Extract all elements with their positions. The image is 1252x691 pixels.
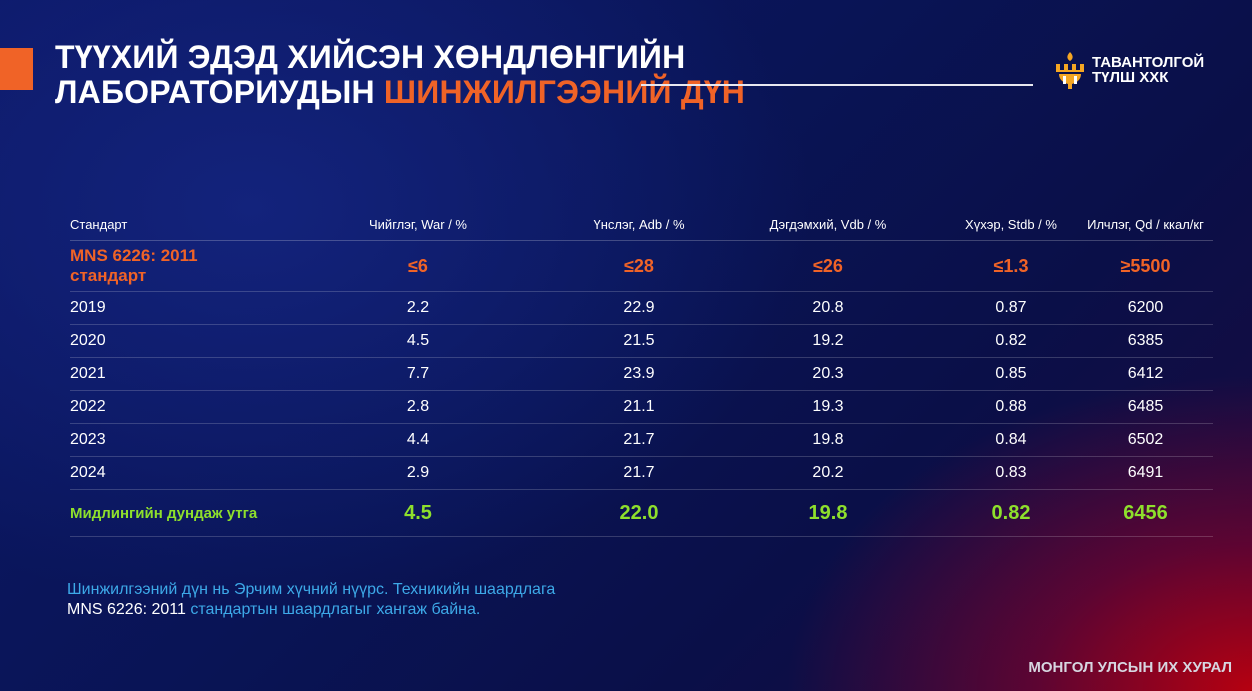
title-line-2-accent: ШИНЖИЛГЭЭНИЙ ДҮН: [383, 74, 746, 110]
lab-results-table: Стандарт Чийглэг, War / % Үнслэг, Adb / …: [70, 208, 1213, 537]
cell-volatile: 19.3: [712, 390, 944, 424]
logo-line-1: ТАВАНТОЛГОЙ: [1092, 54, 1205, 71]
table-row: 2023 4.4 21.7 19.8 0.84 6502: [70, 423, 1213, 457]
note-standard-code: MNS 6226: 2011: [67, 601, 186, 618]
cell-year: 2023: [70, 423, 270, 457]
cell-volatile: 20.3: [712, 357, 944, 391]
cell-volatile: 20.2: [712, 456, 944, 490]
logo-line-2: ТҮЛШ ХХК: [1092, 69, 1169, 86]
standard-label: MNS 6226: 2011 стандарт: [70, 240, 270, 292]
cell-year: 2021: [70, 357, 270, 391]
average-moisture: 4.5: [270, 489, 566, 537]
table-row: 2020 4.5 21.5 19.2 0.82 6385: [70, 324, 1213, 358]
cell-sulfur: 0.87: [944, 291, 1078, 325]
cell-calorific: 6385: [1078, 324, 1213, 358]
standard-sulfur: ≤1.3: [944, 240, 1078, 292]
title-line-1: ТҮҮХИЙ ЭДЭД ХИЙСЭН ХӨНДЛӨНГИЙН: [55, 39, 686, 75]
average-label: Мидлингийн дундаж утга: [70, 489, 270, 537]
cell-sulfur: 0.88: [944, 390, 1078, 424]
cell-year: 2022: [70, 390, 270, 424]
cell-calorific: 6485: [1078, 390, 1213, 424]
standard-ash: ≤28: [566, 240, 712, 292]
cell-moisture: 4.5: [270, 324, 566, 358]
average-ash: 22.0: [566, 489, 712, 537]
average-row: Мидлингийн дундаж утга 4.5 22.0 19.8 0.8…: [70, 489, 1213, 537]
note-line-1: Шинжилгээний дүн нь Эрчим хүчний нүүрс. …: [67, 581, 556, 598]
cell-calorific: 6200: [1078, 291, 1213, 325]
column-header-standard: Стандарт: [70, 208, 270, 241]
column-header-calorific: Илчлэг, Qd / ккал/кг: [1078, 208, 1213, 241]
cell-moisture: 2.9: [270, 456, 566, 490]
standard-moisture: ≤6: [270, 240, 566, 292]
table-row: 2021 7.7 23.9 20.3 0.85 6412: [70, 357, 1213, 391]
average-sulfur: 0.82: [944, 489, 1078, 537]
title-divider: [641, 84, 1033, 86]
average-volatile: 19.8: [712, 489, 944, 537]
table-row: 2019 2.2 22.9 20.8 0.87 6200: [70, 291, 1213, 325]
cell-sulfur: 0.85: [944, 357, 1078, 391]
column-header-sulfur: Хүхэр, Stdb / %: [944, 208, 1078, 241]
column-header-volatile: Дэгдэмхий, Vdb / %: [712, 208, 944, 241]
table-row: 2022 2.8 21.1 19.3 0.88 6485: [70, 390, 1213, 424]
standard-calorific: ≥5500: [1078, 240, 1213, 292]
page-title: ТҮҮХИЙ ЭДЭД ХИЙСЭН ХӨНДЛӨНГИЙН ЛАБОРАТОР…: [55, 40, 745, 110]
tavantolgoi-logo-icon: [1056, 52, 1084, 89]
cell-year: 2020: [70, 324, 270, 358]
cell-volatile: 19.8: [712, 423, 944, 457]
accent-block: [0, 48, 33, 90]
cell-moisture: 2.8: [270, 390, 566, 424]
title-line-2-prefix: ЛАБОРАТОРИУДЫН: [55, 74, 375, 110]
cell-ash: 21.7: [566, 423, 712, 457]
company-logo: ТАВАНТОЛГОЙ ТҮЛШ ХХК: [1054, 50, 1204, 90]
note-line-2: стандартын шаардлагыг хангаж байна.: [185, 601, 481, 618]
cell-sulfur: 0.83: [944, 456, 1078, 490]
cell-moisture: 4.4: [270, 423, 566, 457]
cell-year: 2019: [70, 291, 270, 325]
cell-moisture: 7.7: [270, 357, 566, 391]
cell-volatile: 20.8: [712, 291, 944, 325]
cell-ash: 23.9: [566, 357, 712, 391]
cell-calorific: 6491: [1078, 456, 1213, 490]
cell-ash: 21.5: [566, 324, 712, 358]
cell-ash: 21.7: [566, 456, 712, 490]
cell-calorific: 6412: [1078, 357, 1213, 391]
cell-sulfur: 0.84: [944, 423, 1078, 457]
logo-text: ТАВАНТОЛГОЙ ТҮЛШ ХХК: [1092, 55, 1204, 85]
column-header-ash: Үнслэг, Adb / %: [566, 208, 712, 241]
cell-volatile: 19.2: [712, 324, 944, 358]
standard-volatile: ≤26: [712, 240, 944, 292]
column-header-moisture: Чийглэг, War / %: [270, 208, 566, 241]
standard-row: MNS 6226: 2011 стандарт ≤6 ≤28 ≤26 ≤1.3 …: [70, 240, 1213, 292]
table-header-row: Стандарт Чийглэг, War / % Үнслэг, Adb / …: [70, 208, 1213, 241]
footer-organization: МОНГОЛ УЛСЫН ИХ ХУРАЛ: [1028, 659, 1232, 676]
cell-moisture: 2.2: [270, 291, 566, 325]
cell-ash: 21.1: [566, 390, 712, 424]
cell-year: 2024: [70, 456, 270, 490]
cell-calorific: 6502: [1078, 423, 1213, 457]
table-row: 2024 2.9 21.7 20.2 0.83 6491: [70, 456, 1213, 490]
cell-sulfur: 0.82: [944, 324, 1078, 358]
conclusion-note: Шинжилгээний дүн нь Эрчим хүчний нүүрс. …: [67, 580, 555, 620]
cell-ash: 22.9: [566, 291, 712, 325]
average-calorific: 6456: [1078, 489, 1213, 537]
